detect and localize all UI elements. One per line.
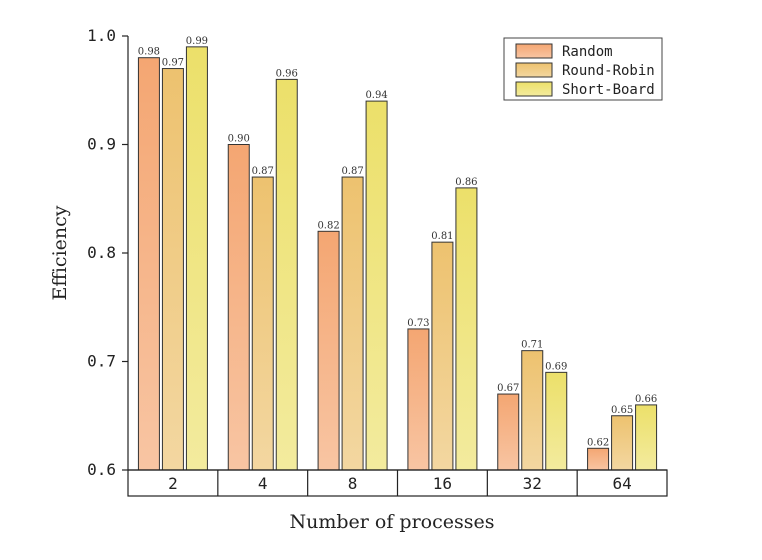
bar-round-robin-16 (431, 241, 454, 471)
data-label: 0.90 (228, 134, 250, 145)
data-label: 0.65 (611, 405, 633, 416)
x-axis-title: Number of processes (290, 511, 495, 533)
axes-layer (127, 36, 668, 497)
data-label: 0.69 (545, 361, 567, 372)
data-label: 0.81 (431, 231, 453, 242)
y-tick-label: 0.7 (87, 352, 116, 371)
x-category-label: 8 (348, 474, 358, 493)
bar-short-board-32 (545, 371, 568, 471)
data-label: 0.87 (252, 166, 274, 177)
data-label: 0.82 (317, 220, 339, 231)
legend-swatch (515, 62, 553, 78)
data-label: 0.96 (276, 68, 298, 79)
bar-short-board-2 (185, 46, 208, 471)
data-label: 0.71 (521, 340, 543, 351)
x-category-label: 64 (612, 474, 631, 493)
bar-random-2 (137, 57, 160, 471)
x-category-label: 2 (168, 474, 178, 493)
bar-short-board-4 (275, 78, 298, 471)
data-label: 0.98 (138, 47, 160, 58)
y-tick-label: 0.8 (87, 243, 116, 262)
bar-round-robin-64 (611, 415, 634, 471)
data-label: 0.97 (162, 58, 184, 69)
legend-swatch (515, 43, 553, 59)
bar-short-board-8 (365, 100, 388, 471)
legend-label: Round-Robin (562, 63, 655, 79)
legend-label: Short-Board (562, 82, 655, 98)
bar-short-board-64 (635, 404, 658, 471)
bar-short-board-16 (455, 187, 478, 471)
data-label: 0.67 (497, 383, 519, 394)
bar-round-robin-8 (341, 176, 364, 471)
data-label: 0.62 (587, 437, 609, 448)
bar-random-4 (227, 144, 250, 471)
bar-random-32 (497, 393, 520, 471)
legend-label: Random (562, 44, 613, 60)
bars-layer (137, 46, 658, 471)
bar-random-64 (587, 447, 610, 471)
y-axis-title: Efficiency (49, 205, 71, 300)
y-ticks-layer: 0.6 0.7 0.8 0.9 1.0 (87, 26, 128, 479)
data-label: 0.86 (455, 177, 477, 188)
x-categories-layer: 2 4 8 16 32 64 (168, 470, 632, 496)
x-category-label: 4 (258, 474, 268, 493)
y-tick-label: 1.0 (87, 26, 116, 45)
y-tick-label: 0.9 (87, 135, 116, 154)
data-label: 0.73 (407, 318, 429, 329)
x-category-label: 32 (523, 474, 542, 493)
legend-swatch (515, 81, 553, 97)
bar-round-robin-2 (161, 68, 184, 471)
bar-random-16 (407, 328, 430, 471)
bar-random-8 (317, 230, 340, 471)
data-label: 0.94 (365, 90, 387, 101)
bar-round-robin-32 (521, 350, 544, 471)
bar-round-robin-4 (251, 176, 274, 471)
data-label: 0.99 (186, 36, 208, 47)
data-label: 0.87 (341, 166, 363, 177)
data-labels-layer: 0.980.970.99 0.90 0.87 0.96 0.82 0.87 0.94 0.73… (138, 36, 657, 448)
data-label: 0.66 (635, 394, 657, 405)
legend: Random Round-Robin Short-Board (503, 37, 663, 101)
y-tick-label: 0.6 (87, 460, 116, 479)
x-category-label: 16 (433, 474, 452, 493)
